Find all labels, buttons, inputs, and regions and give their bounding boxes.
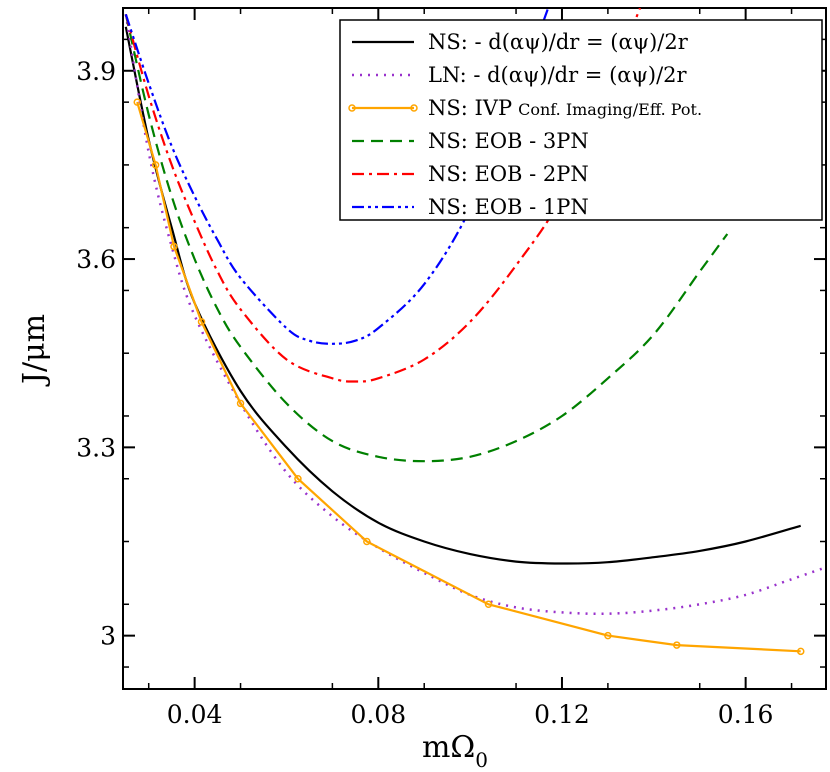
legend-label: NS: - d(αψ)/dr = (αψ)/2r — [428, 30, 689, 54]
x-tick-label: 0.04 — [167, 700, 223, 729]
series-line-ns-eob-3pn — [124, 14, 729, 463]
series-marker — [197, 318, 206, 326]
x-axis-label-subscript: 0 — [475, 748, 488, 772]
y-tick-label: 3.9 — [76, 57, 116, 86]
y-tick-label: 3.3 — [76, 433, 116, 462]
legend-label: NS: EOB - 2PN — [428, 162, 589, 186]
x-axis-label: mΩ0 — [422, 730, 488, 772]
series-marker — [236, 399, 245, 408]
legend-label: LN: - d(αψ)/dr = (αψ)/2r — [428, 63, 688, 87]
series-line-ns-ivp — [136, 101, 801, 653]
series-marker — [363, 537, 371, 546]
legend-label: NS: IVP Conf. Imaging/Eff. Pot. — [428, 96, 702, 120]
series-line-ns-eob-2pn — [124, 8, 642, 383]
plot-frame — [122, 7, 827, 690]
legend-marker — [348, 104, 356, 112]
legend-box — [339, 19, 823, 221]
y-axis-label: J/μm — [17, 314, 52, 387]
legend-label: NS: EOB - 1PN — [428, 195, 589, 219]
x-tick-label: 0.16 — [718, 700, 774, 729]
series-marker — [133, 98, 141, 106]
legend-marker — [410, 104, 418, 112]
x-tick-label: 0.12 — [534, 700, 590, 729]
legend: NS: - d(αψ)/dr = (αψ)/2r LN: - d(αψ)/dr =… — [339, 19, 823, 221]
series-layer — [124, 8, 826, 656]
y-tick-label: 3.6 — [76, 245, 116, 274]
axis-ticks: 0.04 0.08 0.12 0.16 3 3.3 3.6 3.9 — [76, 8, 826, 729]
x-tick-label: 0.08 — [350, 700, 406, 729]
series-marker — [170, 242, 178, 251]
series-marker — [673, 641, 681, 649]
y-tick-label: 3 — [100, 622, 116, 651]
legend-label: NS: EOB - 3PN — [428, 129, 589, 153]
series-marker — [796, 647, 805, 656]
series-marker — [294, 474, 302, 483]
series-marker — [484, 600, 493, 609]
series-marker — [151, 161, 160, 169]
series-marker — [604, 631, 612, 640]
